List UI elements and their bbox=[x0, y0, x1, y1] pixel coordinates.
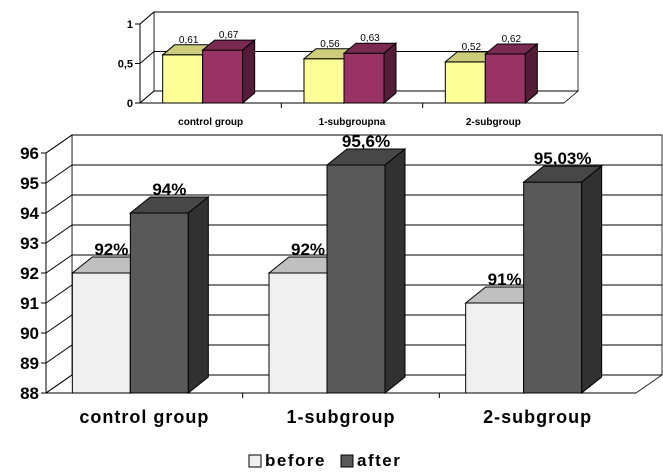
gridline bbox=[139, 90, 578, 104]
bar-before bbox=[268, 272, 328, 394]
gridline bbox=[45, 164, 662, 184]
y-tick-label: 1 bbox=[127, 19, 133, 31]
y-tick-label: 90 bbox=[20, 324, 39, 343]
bar-side-face bbox=[383, 42, 397, 105]
data-label: 0,61 bbox=[179, 35, 199, 46]
legend-label-before: before bbox=[265, 451, 326, 470]
legend: before after bbox=[248, 451, 401, 470]
gridline bbox=[45, 254, 662, 274]
bar-series-1 bbox=[202, 49, 244, 104]
y-tick-label: 93 bbox=[20, 234, 39, 253]
x-category-label: 2-subgroup bbox=[483, 407, 592, 427]
x-category-label: 2-subgroup bbox=[466, 117, 521, 128]
y-tick-label: 94 bbox=[20, 204, 39, 223]
y-tick-label: 95 bbox=[20, 174, 39, 193]
data-label: 92% bbox=[94, 240, 128, 259]
data-label: 0,63 bbox=[360, 33, 380, 44]
bar-before bbox=[465, 302, 525, 394]
y-tick-label: 92 bbox=[20, 264, 39, 283]
y-tick-label: 0 bbox=[127, 98, 133, 110]
bar-after bbox=[523, 181, 583, 394]
bar-side-face bbox=[187, 195, 209, 395]
bar-after bbox=[129, 212, 189, 394]
data-label: 94% bbox=[152, 180, 186, 199]
bar-side-face bbox=[384, 147, 406, 395]
gridline bbox=[45, 194, 662, 214]
y-tick-label: 88 bbox=[20, 384, 39, 403]
y-tick-label: 89 bbox=[20, 354, 39, 373]
bar-before bbox=[71, 272, 131, 394]
bar-side-face bbox=[581, 165, 603, 395]
chart-0: 0 0,5 1 0,61 0,67 control group 0,56 0,63 1-subg… bbox=[118, 11, 580, 128]
chart-1: 88 89 90 91 92 93 94 95 96 92% 94% control group 92%… bbox=[20, 132, 663, 427]
y-tick-label: 96 bbox=[20, 144, 39, 163]
bar-series-0 bbox=[444, 61, 486, 104]
data-label: 95,6% bbox=[342, 132, 390, 151]
bar-series-0 bbox=[162, 54, 204, 104]
gridline bbox=[45, 134, 662, 154]
legend-swatch-before bbox=[248, 454, 262, 468]
data-label: 0,52 bbox=[462, 42, 482, 53]
bar-side-face bbox=[524, 42, 538, 105]
x-category-label: 1-subgroupna bbox=[319, 117, 386, 128]
data-label: 0,56 bbox=[320, 39, 340, 50]
bar-series-0 bbox=[303, 58, 345, 104]
y-tick-label: 91 bbox=[20, 294, 39, 313]
data-label: 92% bbox=[291, 240, 325, 259]
data-label: 91% bbox=[488, 270, 522, 289]
x-category-label: control group bbox=[79, 407, 209, 427]
gridline bbox=[139, 51, 578, 64]
x-category-label: 1-subgroup bbox=[287, 407, 396, 427]
gridline bbox=[45, 224, 662, 244]
y-tick-label: 0,5 bbox=[118, 58, 133, 70]
bar-series-1 bbox=[343, 52, 385, 104]
legend-swatch-after bbox=[340, 454, 354, 468]
legend-label-after: after bbox=[357, 451, 401, 470]
bar-side-face bbox=[242, 39, 256, 105]
gridline bbox=[139, 11, 578, 25]
x-category-label: control group bbox=[178, 117, 243, 128]
bar-series-1 bbox=[484, 53, 526, 104]
data-label: 0,62 bbox=[502, 34, 522, 45]
bar-after bbox=[326, 164, 386, 394]
data-label: 0,67 bbox=[219, 30, 239, 41]
data-label: 95,03% bbox=[534, 149, 592, 168]
